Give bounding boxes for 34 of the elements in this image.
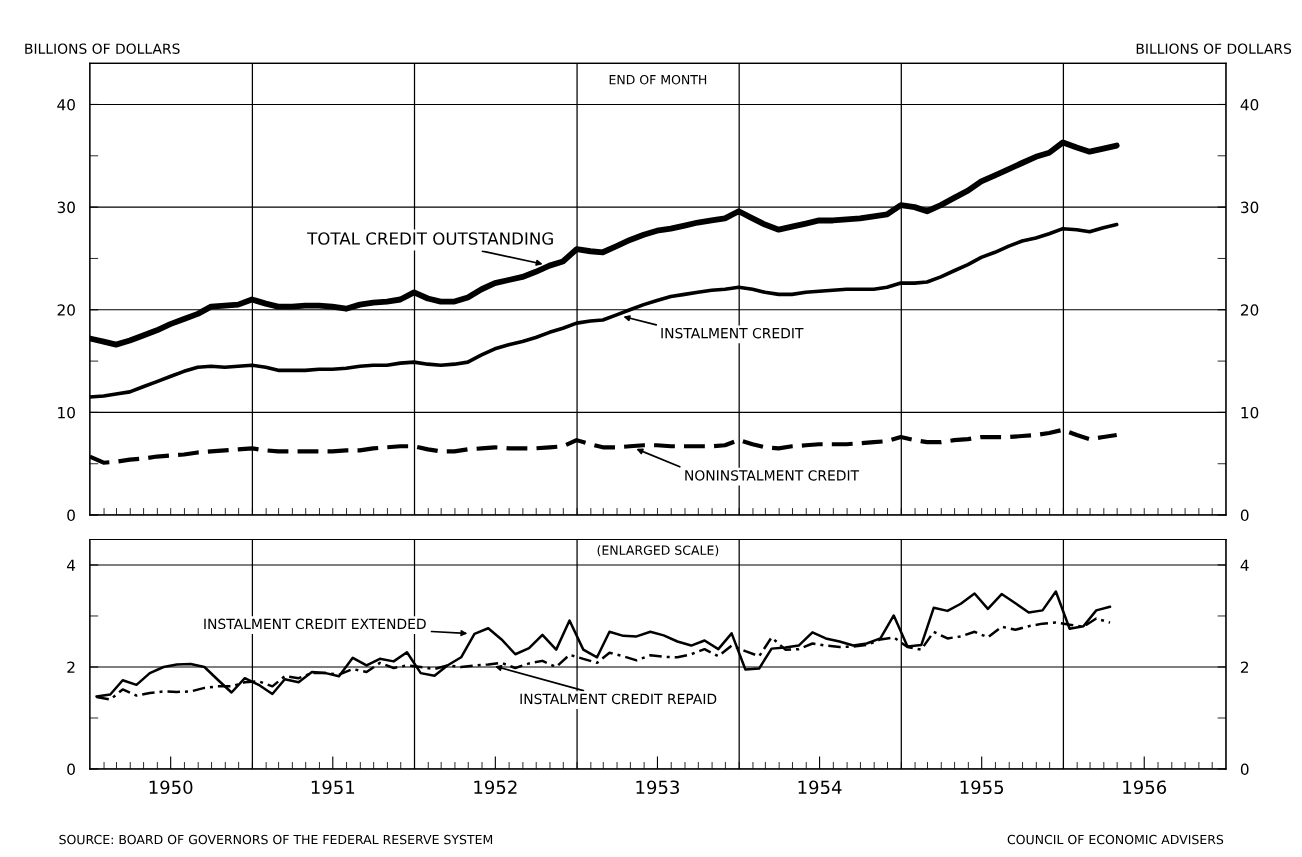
x-tick-label: 1955 (960, 780, 1004, 795)
series-label: NONINSTALMENT CREDIT (685, 470, 860, 481)
y2-tick-label: 40 (1240, 98, 1259, 111)
y2-tick-label: 30 (1241, 201, 1259, 214)
x-tick-label: 1951 (311, 780, 355, 795)
y-tick-label: 40 (57, 98, 75, 111)
source-note: SOURCE: BOARD OF GOVERNORS OF THE FEDERAL RESERVE SYSTEM (59, 834, 493, 845)
y2-tick-label: 20 (1240, 304, 1259, 316)
series-label: INSTALMENT CREDIT REPAID (520, 693, 717, 705)
y2-tick-label: 10 (1241, 406, 1259, 419)
x-tick-label: 1950 (149, 780, 193, 795)
legend-label: INSTALMENT CREDIT EXTENDED (204, 618, 426, 630)
chart-subtitle: (ENLARGED SCALE) (597, 545, 719, 557)
y-tick-label: 10 (58, 406, 75, 419)
y-tick-label: 30 (57, 201, 75, 214)
x-tick-label: 1953 (636, 780, 679, 795)
y-tick-label: 0 (67, 509, 75, 522)
series-label: INSTALMENT CREDIT (661, 327, 804, 339)
y2-axis-title: BILLIONS OF DOLLARS (1136, 43, 1292, 54)
y2-tick-label: 0 (1240, 763, 1249, 776)
y2-tick-label: 4 (1240, 559, 1249, 571)
y-tick-label: 4 (66, 559, 76, 571)
y2-tick-label: 2 (1240, 661, 1249, 673)
y-axis-title: BILLIONS OF DOLLARS (25, 43, 180, 54)
text: END OF MONTH (609, 74, 707, 85)
x-tick-label: 1954 (798, 780, 842, 795)
y-tick-label: 2 (67, 661, 75, 673)
x-tick-label: 1956 (1123, 780, 1167, 795)
y2-tick-label: 0 (1240, 509, 1249, 522)
y-tick-label: 0 (67, 763, 75, 776)
x-tick-label: 1952 (474, 780, 517, 795)
y-tick-label: 20 (57, 304, 75, 316)
text: COUNCIL OF ECONOMIC ADVISERS (1007, 834, 1224, 845)
series-label: TOTAL CREDIT OUTSTANDING (307, 232, 553, 245)
